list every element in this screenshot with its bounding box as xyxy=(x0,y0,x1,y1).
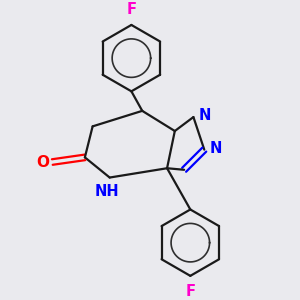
Text: O: O xyxy=(36,154,49,169)
Text: F: F xyxy=(185,284,195,298)
Text: N: N xyxy=(210,141,222,156)
Text: NH: NH xyxy=(94,184,119,199)
Text: N: N xyxy=(199,108,211,123)
Text: F: F xyxy=(126,2,136,17)
